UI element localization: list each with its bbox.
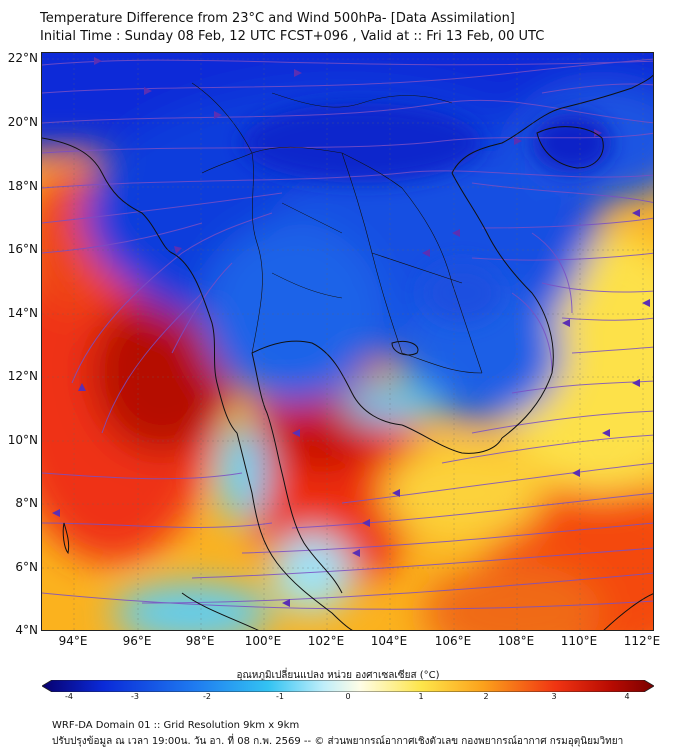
lon-label-112e: 112°E (623, 634, 661, 648)
lon-label-110e: 110°E (560, 634, 598, 648)
colorbar-tick: -2 (203, 692, 211, 701)
lat-label-18n: 18°N (7, 179, 38, 193)
lat-label-6n: 6°N (15, 560, 38, 574)
lon-label-94e: 94°E (58, 634, 88, 648)
footer-model-info: WRF-DA Domain 01 :: Grid Resolution 9km … (52, 720, 300, 731)
lat-label-22n: 22°N (7, 51, 38, 65)
lat-label-14n: 14°N (7, 306, 38, 320)
lon-label-98e: 98°E (185, 634, 215, 648)
colorbar-tick: -1 (276, 692, 284, 701)
title-line-2: Initial Time : Sunday 08 Feb, 12 UTC FCS… (40, 29, 545, 44)
lat-label-20n: 20°N (7, 115, 38, 129)
footer-credit: ปรับปรุงข้อมูล ณ เวลา 19:00น. วัน อา. ที… (52, 736, 624, 747)
colorbar-tick: 2 (483, 692, 489, 701)
lon-label-102e: 102°E (307, 634, 345, 648)
wind-arrowheads (52, 57, 650, 607)
colorbar-tick: 4 (624, 692, 630, 701)
map-panel (41, 52, 654, 631)
lat-label-16n: 16°N (7, 242, 38, 256)
lat-label-8n: 8°N (15, 496, 38, 510)
colorbar (42, 680, 654, 692)
lon-label-100e: 100°E (244, 634, 282, 648)
wind-streamlines (42, 58, 653, 610)
lon-label-96e: 96°E (122, 634, 152, 648)
lat-label-4n: 4°N (15, 623, 38, 637)
title-line-1: Temperature Difference from 23°C and Win… (40, 11, 515, 26)
lon-label-108e: 108°E (497, 634, 535, 648)
coastlines (42, 74, 653, 630)
colorbar-tick: 1 (418, 692, 424, 701)
graticule (42, 53, 653, 630)
lon-label-106e: 106°E (434, 634, 472, 648)
lat-label-10n: 10°N (7, 433, 38, 447)
lat-label-12n: 12°N (7, 369, 38, 383)
colorbar-tick: 3 (551, 692, 557, 701)
lon-label-104e: 104°E (370, 634, 408, 648)
colorbar-tick: -3 (131, 692, 139, 701)
colorbar-tick: 0 (345, 692, 351, 701)
colorbar-title: อุณหภูมิเปลี่ยนแปลง หน่วย องศาเซลเซียส (… (236, 670, 440, 681)
temperature-field (42, 53, 653, 630)
colorbar-tick: -4 (65, 692, 73, 701)
figure-title: Temperature Difference from 23°C and Win… (40, 10, 544, 46)
